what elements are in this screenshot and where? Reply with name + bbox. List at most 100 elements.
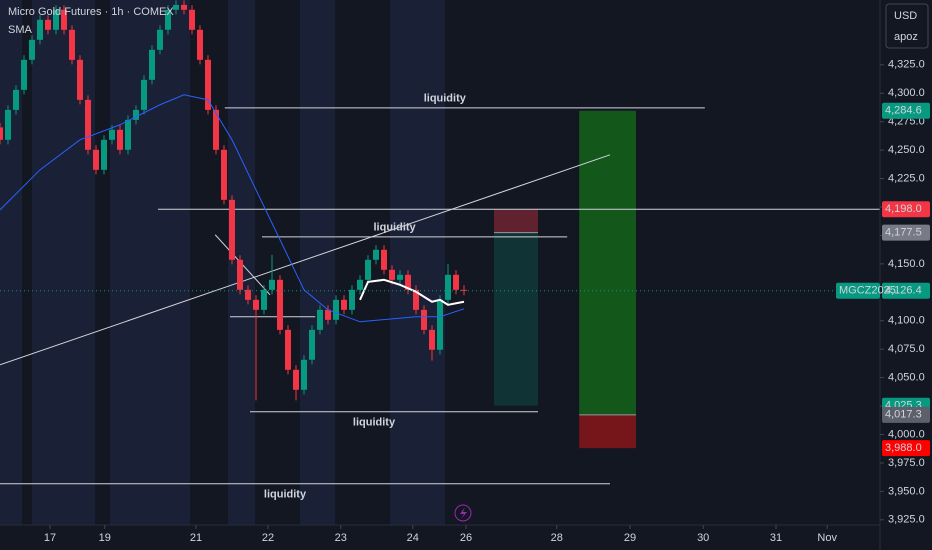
candle-body (277, 279, 283, 330)
liquidity-label: liquidity (424, 93, 467, 105)
x-tick-label: 24 (407, 532, 419, 544)
candle-body (125, 119, 131, 150)
x-tick-label: 26 (460, 532, 472, 544)
y-tick-label: 4,150.0 (888, 258, 925, 270)
price-tag-label: 4,198.0 (885, 203, 922, 215)
y-tick-label: 4,325.0 (888, 59, 925, 71)
candle-body (453, 274, 459, 290)
candle-body (421, 309, 427, 330)
candle-body (101, 139, 107, 170)
candle-body (285, 329, 291, 370)
candle-body (53, 9, 59, 30)
candle-body (149, 49, 155, 80)
liquidity-label: liquidity (264, 489, 307, 501)
candle-body (133, 109, 139, 120)
candle-body (309, 329, 315, 360)
candle-body (0, 127, 3, 140)
candle-body (37, 19, 43, 40)
x-tick-label: 23 (335, 532, 347, 544)
chart-title: Micro Gold Futures · 1h · COMEX (8, 6, 174, 18)
y-tick-label: 4,300.0 (888, 87, 925, 99)
candle-body (221, 149, 227, 200)
plot-area: liquidity liquidity liquidity liquidity (0, 0, 880, 501)
candle-body (381, 249, 387, 270)
price-tag (882, 282, 930, 299)
candle-body (429, 329, 435, 350)
x-tick-label: 22 (262, 532, 274, 544)
price-tag-label: 4,177.5 (885, 227, 922, 239)
price-tag (882, 224, 930, 241)
x-tick-label: 31 (770, 532, 782, 544)
candle-body (413, 289, 419, 310)
price-tag-label: 4,126.4 (885, 285, 922, 297)
y-tick-label: 4,050.0 (888, 372, 925, 384)
y-tick-label: 4,075.0 (888, 343, 925, 355)
candle-body (445, 274, 451, 300)
candle-body (61, 9, 67, 30)
candle-body (29, 39, 35, 60)
x-tick-label: 28 (551, 532, 563, 544)
y-tick-label: 4,100.0 (888, 315, 925, 327)
target-zone (579, 110, 636, 415)
candle-body (317, 309, 323, 330)
stop-zone (494, 209, 538, 233)
candle-body (173, 4, 179, 10)
price-tag (882, 102, 930, 119)
x-tick-label: 21 (190, 532, 202, 544)
candle-body (389, 269, 395, 280)
event-icon[interactable] (454, 504, 472, 522)
candle-body (141, 79, 147, 110)
candle-body (341, 299, 347, 310)
stop-zone (579, 414, 636, 449)
candle-body (77, 59, 83, 100)
candle-body (213, 109, 219, 150)
currency-box[interactable] (885, 3, 929, 49)
candle-body (397, 274, 403, 280)
candle-body (349, 289, 355, 310)
candle-body (45, 19, 51, 30)
candle-body (13, 89, 19, 110)
candle-body (93, 149, 99, 170)
target-zone (494, 232, 538, 406)
candle-body (189, 9, 195, 30)
y-tick-label: 3,950.0 (888, 485, 925, 497)
candle-body (165, 9, 171, 30)
x-tick-label: Nov (817, 532, 837, 544)
candle-body (365, 259, 371, 280)
liquidity-label: liquidity (353, 417, 396, 429)
event-icon-bolt (460, 507, 467, 519)
candle-body (85, 99, 91, 150)
y-tick-label: 4,225.0 (888, 172, 925, 184)
y-tick-label: 3,925.0 (888, 514, 925, 526)
candle-body (229, 199, 235, 260)
candle-body (253, 299, 259, 310)
candle-body (181, 4, 187, 10)
candle-body (333, 299, 339, 320)
y-tick-label: 3,975.0 (888, 457, 925, 469)
x-tick-label: 30 (697, 532, 709, 544)
candle-body (437, 299, 443, 350)
candle-body (205, 59, 211, 110)
candle-body (357, 279, 363, 290)
currency[interactable]: USD (894, 10, 917, 22)
candle-body (293, 369, 299, 390)
candle-body (373, 249, 379, 260)
x-tick-label: 29 (624, 532, 636, 544)
y-tick-label: 4,250.0 (888, 144, 925, 156)
price-tag (882, 440, 930, 457)
candle-body (109, 129, 115, 140)
drawn-line (0, 154, 611, 366)
overlay-line (359, 278, 465, 306)
price-tag-label: 4,017.3 (885, 409, 922, 421)
liquidity-label: liquidity (374, 222, 417, 234)
candle-body (5, 109, 11, 140)
y-tick-label: 4,000.0 (888, 428, 925, 440)
indicator-label: SMA (8, 24, 33, 36)
candle-body (237, 259, 243, 290)
candle-body (269, 279, 275, 290)
candle-body (197, 29, 203, 60)
account[interactable]: apoz (894, 31, 918, 43)
sma-line (0, 94, 465, 323)
candle-body (21, 59, 27, 90)
